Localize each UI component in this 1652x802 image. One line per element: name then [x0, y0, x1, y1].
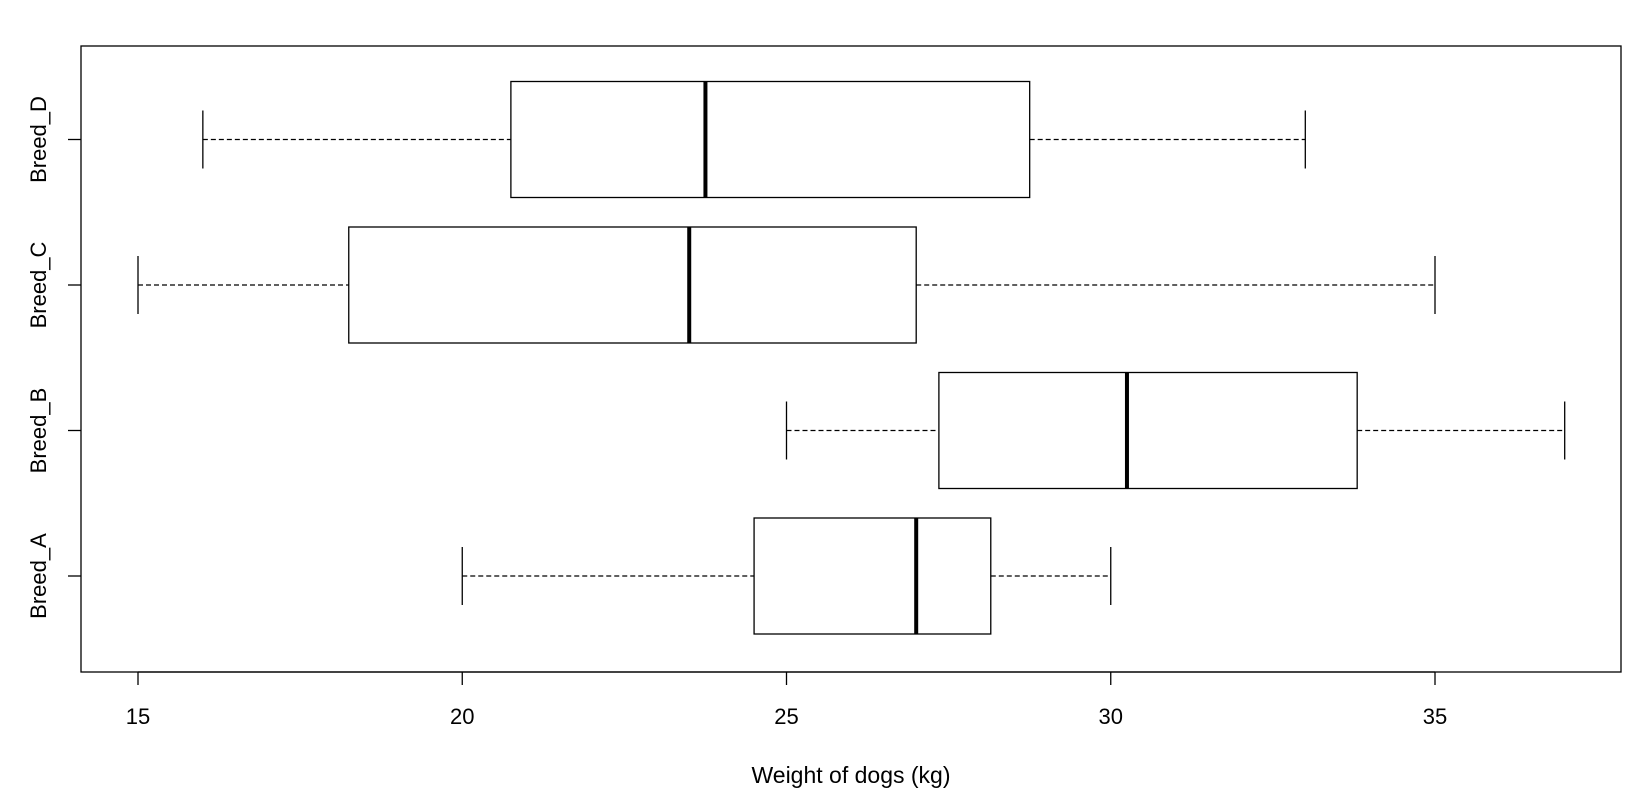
box-breed-a: [461, 517, 1112, 635]
iqr-box: [938, 371, 1358, 490]
x-axis-title: Weight of dogs (kg): [751, 762, 950, 788]
y-category-label: Breed_B: [26, 388, 51, 474]
y-category-label: Breed_C: [26, 241, 51, 328]
x-tick-label: 20: [450, 704, 474, 729]
x-tick-label: 35: [1423, 704, 1447, 729]
box-breed-c: [137, 226, 1436, 344]
iqr-box: [753, 517, 992, 635]
x-tick-label: 25: [774, 704, 798, 729]
y-category-label: Breed_A: [26, 533, 51, 619]
box-breed-b: [785, 371, 1566, 490]
x-tick-label: 15: [126, 704, 150, 729]
y-category-label: Breed_D: [26, 96, 51, 183]
x-tick-label: 30: [1099, 704, 1123, 729]
box-breed-d: [202, 80, 1306, 199]
x-axis: 15 20 25 30 35: [126, 671, 1447, 729]
y-axis: Breed_A Breed_B Breed_C Breed_D: [26, 96, 81, 619]
boxes: [137, 80, 1566, 635]
iqr-box: [510, 80, 1031, 199]
iqr-box: [348, 226, 917, 344]
